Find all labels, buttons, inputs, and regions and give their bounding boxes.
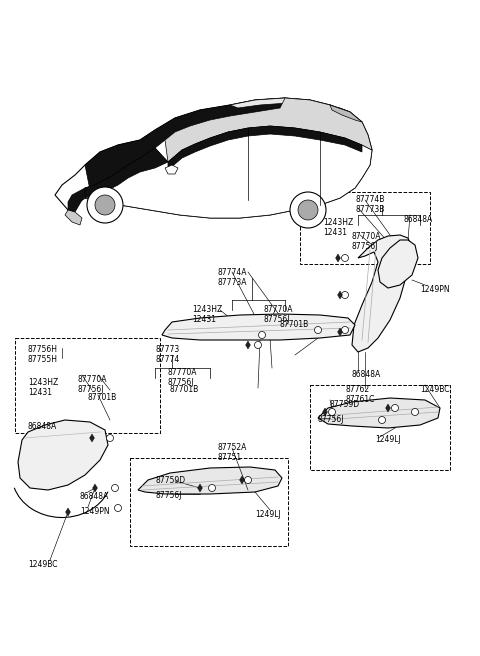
Polygon shape <box>337 291 342 299</box>
Text: 87756J: 87756J <box>318 415 345 424</box>
Circle shape <box>95 195 115 215</box>
Text: 87701B: 87701B <box>170 385 199 394</box>
Polygon shape <box>162 314 355 340</box>
Polygon shape <box>93 484 97 492</box>
Text: 1249LJ: 1249LJ <box>255 510 281 519</box>
Polygon shape <box>65 210 82 225</box>
Text: 87759D: 87759D <box>330 400 360 409</box>
Polygon shape <box>323 408 327 416</box>
Polygon shape <box>198 484 203 492</box>
Polygon shape <box>68 98 285 212</box>
Circle shape <box>298 200 318 220</box>
Polygon shape <box>165 98 372 162</box>
Text: 1249BC: 1249BC <box>420 385 449 394</box>
Circle shape <box>87 187 123 223</box>
Text: 87770A
87756J: 87770A 87756J <box>352 232 382 251</box>
Bar <box>300 192 430 264</box>
Polygon shape <box>240 476 244 484</box>
Text: 87756J: 87756J <box>155 491 181 500</box>
Circle shape <box>111 485 119 491</box>
Text: 87774A
87773A: 87774A 87773A <box>218 268 248 287</box>
Text: 86848A: 86848A <box>28 422 57 431</box>
Polygon shape <box>85 148 168 198</box>
Polygon shape <box>138 467 282 494</box>
Circle shape <box>411 409 419 415</box>
Polygon shape <box>336 254 340 262</box>
Circle shape <box>379 417 385 424</box>
Polygon shape <box>318 398 440 428</box>
Bar <box>15 338 160 433</box>
Circle shape <box>244 476 252 483</box>
Text: 1249PN: 1249PN <box>420 285 450 294</box>
Circle shape <box>107 434 113 441</box>
Text: 1243HZ
12431: 1243HZ 12431 <box>192 305 222 325</box>
Polygon shape <box>90 434 95 442</box>
Text: 87762
87761C: 87762 87761C <box>345 385 374 404</box>
Text: 87770A
87756J: 87770A 87756J <box>78 375 108 394</box>
Polygon shape <box>85 126 372 218</box>
Text: 87773
87774: 87773 87774 <box>155 345 179 364</box>
Text: 87701B: 87701B <box>88 393 117 402</box>
Bar <box>130 458 288 546</box>
Polygon shape <box>55 98 372 218</box>
Text: 87774B
87773B: 87774B 87773B <box>355 195 384 215</box>
Text: 1243HZ
12431: 1243HZ 12431 <box>323 218 353 237</box>
Circle shape <box>115 504 121 512</box>
Polygon shape <box>165 165 178 174</box>
Polygon shape <box>66 508 71 516</box>
Circle shape <box>208 485 216 491</box>
Text: 87770A
87756J: 87770A 87756J <box>168 368 197 388</box>
Bar <box>310 385 450 470</box>
Text: 87759D: 87759D <box>155 476 185 485</box>
Circle shape <box>341 291 348 298</box>
Text: 87756H
87755H: 87756H 87755H <box>28 345 58 364</box>
Circle shape <box>328 409 336 415</box>
Text: 1249PN: 1249PN <box>80 507 109 516</box>
Polygon shape <box>378 240 418 288</box>
Text: 87701B: 87701B <box>280 320 309 329</box>
Circle shape <box>290 192 326 228</box>
Polygon shape <box>18 420 108 490</box>
Polygon shape <box>352 235 412 352</box>
Circle shape <box>392 405 398 411</box>
Text: 87752A
87751: 87752A 87751 <box>218 443 247 462</box>
Text: 87770A
87756J: 87770A 87756J <box>264 305 293 325</box>
Text: 1249LJ: 1249LJ <box>375 435 401 444</box>
Polygon shape <box>385 404 390 412</box>
Polygon shape <box>168 126 362 170</box>
Text: 86848A: 86848A <box>352 370 381 379</box>
Circle shape <box>341 255 348 262</box>
Text: 1243HZ
12431: 1243HZ 12431 <box>28 378 58 398</box>
Text: 1249BC: 1249BC <box>28 560 58 569</box>
Polygon shape <box>230 98 350 112</box>
Text: 86848A: 86848A <box>404 215 433 224</box>
Polygon shape <box>337 328 342 336</box>
Circle shape <box>259 331 265 338</box>
Circle shape <box>254 342 262 348</box>
Circle shape <box>341 327 348 333</box>
Circle shape <box>314 327 322 333</box>
Polygon shape <box>330 105 362 122</box>
Text: 86848A: 86848A <box>80 492 109 501</box>
Polygon shape <box>246 341 251 349</box>
